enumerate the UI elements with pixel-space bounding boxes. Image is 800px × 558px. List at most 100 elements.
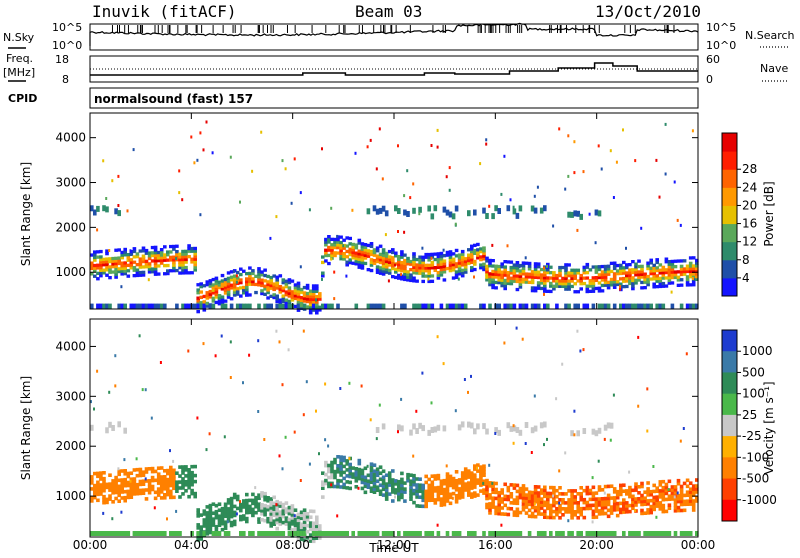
- heat-cell: [123, 266, 127, 270]
- heat-cell: [436, 335, 439, 339]
- heat-cell: [93, 258, 97, 262]
- heat-cell: [421, 504, 425, 509]
- heat-cell: [205, 520, 210, 524]
- heat-cell: [445, 481, 450, 485]
- heat-cell: [673, 491, 678, 495]
- heat-cell: [199, 537, 203, 541]
- colorbar-tick-label: 8: [742, 253, 750, 267]
- heat-cell: [239, 502, 243, 507]
- heat-cell: [397, 276, 401, 280]
- power-cells: [90, 120, 699, 315]
- heat-cell: [330, 243, 334, 247]
- heat-cell: [567, 504, 571, 508]
- heat-cell: [479, 303, 483, 309]
- heat-cell: [281, 303, 286, 309]
- heat-cell: [384, 531, 389, 536]
- heat-cell: [497, 267, 501, 271]
- heat-cell: [695, 499, 699, 503]
- heat-cell: [585, 500, 590, 505]
- heat-cell: [296, 536, 301, 541]
- heat-cell: [135, 467, 140, 472]
- heat-cell: [603, 484, 608, 489]
- heat-cell: [430, 474, 435, 478]
- heat-cell: [181, 249, 185, 254]
- heat-cell: [102, 531, 106, 536]
- heat-cell: [625, 284, 629, 289]
- heat-cell: [90, 496, 94, 500]
- heat-cell: [476, 256, 480, 260]
- heat-cell: [242, 517, 246, 521]
- heat-cell: [533, 514, 538, 519]
- heat-cell: [658, 263, 663, 267]
- heat-cell: [223, 531, 228, 536]
- heat-cell: [153, 245, 158, 249]
- heat-cell: [208, 521, 213, 526]
- heat-cell: [99, 260, 103, 264]
- heat-cell: [205, 448, 208, 452]
- heat-cell: [552, 276, 556, 280]
- heat-cell: [153, 248, 158, 252]
- heat-cell: [591, 303, 596, 309]
- heat-cell: [634, 159, 637, 163]
- heat-cell: [135, 485, 140, 490]
- heat-cell: [579, 531, 583, 536]
- heat-cell: [509, 276, 514, 280]
- heat-cell: [424, 489, 428, 494]
- heat-cell: [412, 473, 416, 478]
- heat-cell: [597, 210, 602, 217]
- heat-cell: [90, 303, 94, 309]
- heat-cell: [129, 492, 134, 496]
- heat-cell: [150, 469, 155, 474]
- heat-cell: [460, 489, 465, 493]
- heat-cell: [378, 258, 383, 262]
- heat-cell: [135, 268, 140, 272]
- heat-cell: [269, 497, 273, 501]
- heat-cell: [658, 489, 663, 493]
- heat-cell: [187, 246, 191, 251]
- heat-cell: [628, 303, 632, 309]
- heat-cell: [284, 522, 289, 526]
- heat-cell: [175, 250, 179, 254]
- heat-cell: [90, 266, 94, 271]
- heat-cell: [266, 531, 270, 536]
- heat-cell: [381, 272, 386, 276]
- heat-cell: [457, 531, 462, 536]
- heat-cell: [424, 495, 428, 500]
- heat-cell: [239, 303, 243, 309]
- heat-cell: [609, 261, 614, 265]
- heat-cell: [488, 303, 492, 309]
- heat-cell: [515, 277, 520, 281]
- heat-cell: [147, 278, 150, 282]
- heat-cell: [527, 496, 532, 501]
- heat-cell: [564, 265, 568, 270]
- heat-cell: [530, 275, 535, 279]
- heat-cell: [619, 269, 623, 273]
- heat-cell: [342, 464, 346, 469]
- heat-cell: [539, 273, 544, 277]
- heat-cell: [467, 390, 469, 394]
- heat-cell: [521, 261, 526, 265]
- heat-cell: [117, 256, 121, 260]
- heat-cell: [497, 281, 501, 285]
- heat-cell: [375, 167, 378, 171]
- heat-cell: [248, 504, 252, 509]
- heat-cell: [637, 491, 641, 495]
- colorbar-tick-label: 25: [742, 408, 757, 422]
- heat-cell: [257, 496, 261, 500]
- heat-cell: [406, 211, 410, 217]
- heat-cell: [114, 475, 118, 480]
- heat-cell: [485, 142, 488, 146]
- heat-cell: [670, 273, 675, 277]
- heat-cell: [102, 303, 106, 309]
- heat-cell: [558, 284, 562, 288]
- heat-cell: [679, 499, 684, 504]
- heat-cell: [330, 466, 334, 471]
- heat-cell: [330, 469, 334, 474]
- heat-cell: [600, 511, 605, 516]
- heat-cell: [494, 286, 498, 290]
- heat-cell: [473, 476, 477, 480]
- heat-cell: [251, 271, 255, 276]
- heat-cell: [360, 244, 365, 249]
- heat-cell: [634, 509, 637, 512]
- heat-cell: [503, 503, 507, 508]
